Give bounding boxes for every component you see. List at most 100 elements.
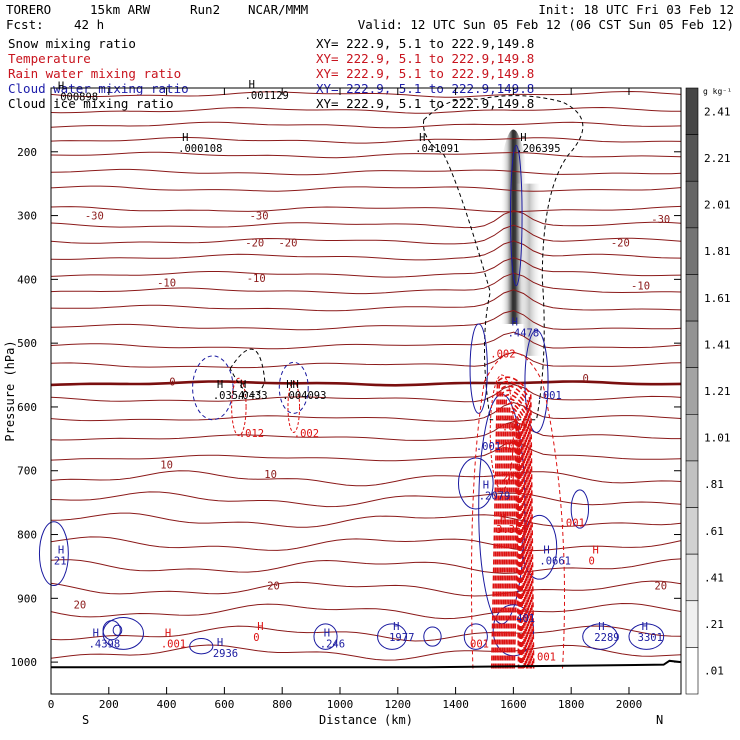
temperature-labels: -30 -30 -30 -20 -20 -20 -10 -10 -10 0 0 10 10 20 20 20	[74, 211, 671, 612]
max-marker: H	[93, 628, 99, 640]
terrain-line	[51, 659, 682, 669]
temperature-contour	[50, 602, 682, 620]
rain-contour	[497, 393, 530, 669]
rain-contour	[492, 380, 534, 669]
temperature-contour	[50, 205, 682, 213]
north-label: N	[656, 713, 663, 727]
x-tick-label: 1800	[558, 698, 585, 711]
colorbar-swatch	[685, 320, 699, 368]
x-tick-label: 2000	[616, 698, 643, 711]
legend-label: Snow mixing ratio	[8, 36, 136, 51]
rain-contour	[513, 429, 521, 669]
temperature-label: -20	[611, 237, 630, 249]
temperature-contour	[50, 168, 682, 176]
max-value: .0354	[213, 390, 245, 402]
cloud-water-contour	[463, 623, 488, 650]
max-value: .4398	[89, 639, 121, 651]
max-value: .001	[476, 441, 501, 453]
temperature-contour	[50, 580, 682, 597]
legend-xy: XY= 222.9, 5.1 to 222.9,149.8	[316, 96, 534, 111]
cloud-water-contour	[112, 624, 123, 636]
run-name: Run2	[190, 2, 220, 17]
max-value: .2079	[479, 491, 511, 503]
colorbar-label: 2.01	[704, 199, 731, 212]
max-value: 3301	[638, 632, 663, 644]
header: TORERO 15km ARW Run2 NCAR/MMM Init: 18 U…	[6, 2, 734, 32]
temperature-contour	[50, 491, 682, 508]
cloud-water-contour	[102, 620, 121, 641]
temperature-contour	[50, 151, 682, 159]
cloud-water-contour	[509, 144, 523, 287]
y-tick-label: 400	[17, 273, 37, 286]
rain-contour	[470, 352, 566, 669]
rain-contour	[506, 414, 525, 669]
max-value: .001	[161, 639, 186, 651]
max-value: 21	[54, 556, 67, 568]
x-tick-label: 1200	[385, 698, 412, 711]
rain-contour	[231, 377, 247, 437]
max-value: .001129	[245, 90, 289, 102]
max-value: 1977	[389, 632, 414, 644]
temperature-contour	[50, 401, 682, 422]
legend-xy: XY= 222.9, 5.1 to 222.9,149.8	[316, 66, 534, 81]
max-marker: H	[512, 316, 518, 328]
legend-xy: XY= 222.9, 5.1 to 222.9,149.8	[316, 36, 534, 51]
x-tick-label: 1600	[500, 698, 527, 711]
cloud-water-contour	[423, 626, 442, 647]
max-marker: H	[240, 379, 246, 391]
colorbar-swatch	[685, 647, 699, 695]
x-tick-label: 200	[99, 698, 119, 711]
temperature-label: 10	[264, 469, 277, 481]
max-value: 401	[516, 613, 535, 625]
colorbar-swatch	[685, 274, 699, 322]
temperature-contour	[50, 351, 682, 369]
rain-contour	[501, 402, 528, 669]
colorbar-label: .41	[704, 571, 724, 584]
cloud-water-contour	[582, 623, 618, 650]
temperature-contour	[50, 185, 682, 192]
colorbar-label: .61	[704, 525, 724, 538]
x-tick-label: 400	[157, 698, 177, 711]
colorbar-label: .21	[704, 618, 724, 631]
legend-label: Rain water mixing ratio	[8, 66, 181, 81]
x-tick-label: 600	[214, 698, 234, 711]
x-axis-label: Distance (km)	[319, 713, 413, 727]
max-value: .002	[490, 348, 515, 360]
temperature-label: -10	[631, 281, 650, 293]
init-time: Init: 18 UTC Fri 03 Feb 12	[538, 2, 734, 17]
max-marker: H	[593, 545, 599, 557]
y-tick-label: 600	[17, 401, 37, 414]
forecast-hour: 42 h	[74, 17, 104, 32]
max-marker: H	[58, 80, 64, 92]
max-value: 3.357	[496, 524, 528, 536]
temperature-contour	[50, 240, 682, 261]
temperature-contour	[50, 137, 682, 144]
legend-xy: XY= 222.9, 5.1 to 222.9,149.8	[316, 51, 534, 66]
max-value: 0	[253, 632, 259, 644]
max-marker: H	[249, 79, 255, 91]
x-tick-label: 0	[48, 698, 55, 711]
max-value: .002	[294, 428, 319, 440]
x-tick-label: 1400	[442, 698, 469, 711]
cloud-water-contour	[189, 638, 214, 655]
temperature-contour	[50, 257, 682, 278]
colorbar-label: 1.41	[704, 338, 731, 351]
freezing-level	[50, 380, 682, 387]
colorbar-swatch	[685, 227, 699, 275]
max-value: .001	[560, 517, 585, 529]
max-marker: H	[217, 379, 223, 391]
colorbar-label: 1.21	[704, 385, 731, 398]
source: NCAR/MMM	[248, 2, 308, 17]
rain-contour	[499, 398, 529, 669]
max-marker: H	[257, 621, 263, 633]
cloud-water-contour	[377, 623, 407, 650]
max-value: .000898	[54, 91, 98, 103]
max-marker: H	[642, 621, 648, 633]
max-marker: HH	[286, 379, 299, 391]
max-marker: H	[598, 621, 604, 633]
temperature-contour	[50, 209, 682, 229]
temperature-contour	[50, 272, 682, 295]
cloud-water-contour	[570, 489, 590, 529]
temperature-label: -30	[651, 214, 670, 226]
